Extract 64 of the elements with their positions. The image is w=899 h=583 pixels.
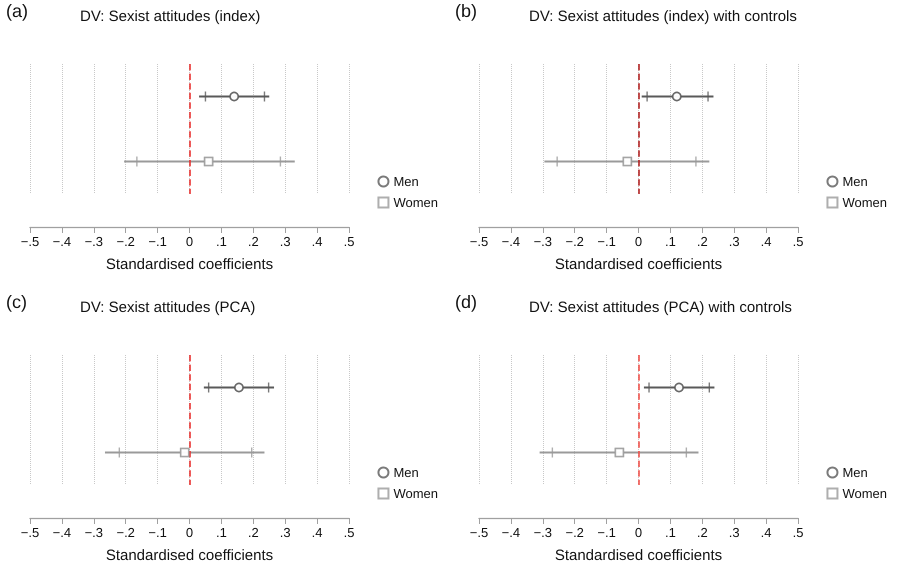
chart-title: DV: Sexist attitudes (index) with controls xyxy=(529,8,797,25)
x-tick-label: .4 xyxy=(760,525,772,540)
x-tick-label: −.5 xyxy=(470,525,488,540)
x-tick-label: −.1 xyxy=(148,234,167,249)
x-tick-label: −.2 xyxy=(116,234,135,249)
x-tick-label: .5 xyxy=(344,525,354,540)
x-tick-label: .1 xyxy=(664,234,676,249)
x-tick-label: .5 xyxy=(792,234,804,249)
x-tick-label: −.2 xyxy=(116,525,135,540)
x-axis-title: Standardised coefficients xyxy=(554,256,722,273)
x-tick-label: −.4 xyxy=(502,525,520,540)
x-tick-label: −.4 xyxy=(52,234,72,249)
text: (a) xyxy=(6,1,28,21)
x-axis-title: Standardised coefficients xyxy=(106,547,274,564)
x-tick-label: −.5 xyxy=(20,234,40,249)
x-tick-label: .2 xyxy=(248,234,259,249)
x-tick-label: −.1 xyxy=(597,234,616,249)
chart-title: DV: Sexist attitudes (index) xyxy=(80,8,260,25)
x-tick-label: .2 xyxy=(696,234,708,249)
x-tick-label: −.3 xyxy=(534,234,552,249)
x-tick-label: −.1 xyxy=(597,525,616,540)
x-tick-label: .4 xyxy=(312,525,323,540)
x-tick-label: −.5 xyxy=(470,234,488,249)
x-tick-label: .2 xyxy=(248,525,259,540)
x-tick-label: .3 xyxy=(728,234,740,249)
text: (d) xyxy=(455,292,477,312)
text: (b) xyxy=(455,1,477,21)
x-axis-title: Standardised coefficients xyxy=(106,256,274,273)
x-tick-label: −.3 xyxy=(84,525,104,540)
legend-label: Women xyxy=(393,486,438,501)
x-tick-label: −.4 xyxy=(502,234,520,249)
x-tick-label: −.2 xyxy=(565,525,584,540)
x-tick-label: .3 xyxy=(728,525,740,540)
x-tick-label: 0 xyxy=(186,234,194,249)
x-tick-label: .1 xyxy=(664,525,676,540)
chart-title: DV: Sexist attitudes (PCA) with controls xyxy=(529,299,792,316)
x-tick-label: −.4 xyxy=(52,525,72,540)
x-tick-label: .5 xyxy=(792,525,804,540)
legend-label: Women xyxy=(393,195,438,210)
legend-label: Women xyxy=(842,195,888,210)
x-tick-label: .1 xyxy=(216,525,227,540)
x-tick-label: .3 xyxy=(280,525,291,540)
x-tick-label: 0 xyxy=(634,234,642,249)
x-tick-label: .2 xyxy=(696,525,708,540)
x-tick-label: .5 xyxy=(344,234,354,249)
x-tick-label: .4 xyxy=(312,234,323,249)
x-tick-label: .3 xyxy=(280,234,291,249)
x-tick-label: 0 xyxy=(186,525,194,540)
x-tick-label: −.3 xyxy=(534,525,552,540)
x-tick-label: −.3 xyxy=(84,234,104,249)
text: (c) xyxy=(6,292,27,312)
x-tick-label: 0 xyxy=(634,525,642,540)
x-axis-title: Standardised coefficients xyxy=(554,547,722,564)
chart-title: DV: Sexist attitudes (PCA) xyxy=(80,299,256,316)
x-tick-label: −.1 xyxy=(148,525,167,540)
legend-label: Men xyxy=(842,174,868,189)
legend-label: Women xyxy=(842,486,888,501)
legend-label: Men xyxy=(393,465,419,480)
x-tick-label: −.5 xyxy=(20,525,40,540)
x-tick-label: .4 xyxy=(760,234,772,249)
x-tick-label: .1 xyxy=(216,234,227,249)
x-tick-label: −.2 xyxy=(565,234,584,249)
legend-label: Men xyxy=(842,465,868,480)
legend-label: Men xyxy=(393,174,419,189)
